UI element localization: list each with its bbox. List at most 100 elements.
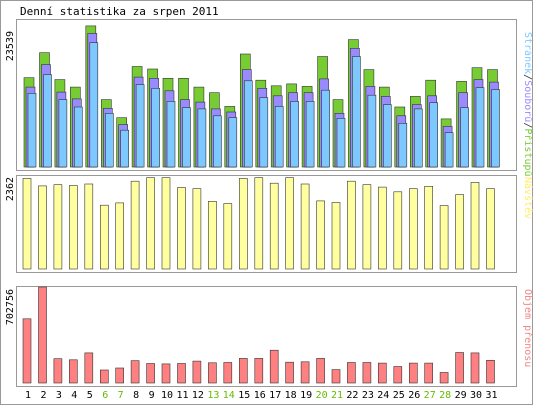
bar-transfer-day-30 bbox=[470, 352, 480, 384]
bar-visits-day-9 bbox=[146, 177, 155, 270]
bar-visits-day-7 bbox=[115, 202, 124, 270]
day-label-18: 18 bbox=[285, 390, 297, 401]
page-title: Denní statistika za srpen 2011 bbox=[20, 5, 219, 18]
bar-str-nek-day-5 bbox=[89, 42, 99, 168]
bar-transfer-day-1 bbox=[22, 318, 32, 384]
day-label-1: 1 bbox=[25, 390, 31, 401]
day-label-14: 14 bbox=[223, 390, 235, 401]
bar-visits-day-18 bbox=[285, 177, 294, 270]
bar-str-nek-day-18 bbox=[290, 101, 299, 168]
bar-transfer-day-21 bbox=[331, 369, 341, 384]
day-label-17: 17 bbox=[269, 390, 281, 401]
bar-str-nek-day-4 bbox=[74, 106, 83, 168]
day-label-4: 4 bbox=[71, 390, 77, 401]
bar-transfer-day-14 bbox=[223, 362, 233, 384]
bar-visits-day-11 bbox=[177, 187, 186, 270]
bar-str-nek-day-20 bbox=[321, 89, 330, 168]
bar-transfer-day-7 bbox=[115, 367, 124, 384]
bar-str-nek-day-17 bbox=[274, 106, 284, 168]
day-label-23: 23 bbox=[362, 390, 374, 401]
bar-visits-day-28 bbox=[439, 205, 449, 270]
bar-transfer-day-9 bbox=[146, 363, 155, 384]
bar-transfer-day-12 bbox=[192, 360, 202, 384]
bar-transfer-day-28 bbox=[439, 372, 449, 384]
bar-str-nek-day-2 bbox=[43, 74, 52, 168]
bar-transfer-day-16 bbox=[254, 358, 264, 384]
bar-transfer-day-24 bbox=[377, 362, 387, 384]
bar-visits-day-17 bbox=[269, 182, 279, 270]
bar-visits-day-21 bbox=[331, 202, 341, 270]
bar-visits-day-22 bbox=[347, 180, 356, 270]
bar-visits-day-26 bbox=[408, 188, 418, 270]
bar-transfer-day-31 bbox=[486, 359, 495, 384]
bar-str-nek-day-12 bbox=[197, 108, 207, 168]
bar-transfer-day-13 bbox=[208, 362, 217, 384]
bar-visits-day-15 bbox=[239, 178, 248, 270]
day-label-31: 31 bbox=[485, 390, 497, 401]
bar-str-nek-day-26 bbox=[413, 108, 423, 168]
day-label-20: 20 bbox=[316, 390, 328, 401]
bar-visits-day-31 bbox=[486, 188, 495, 270]
bar-visits-day-5 bbox=[84, 183, 94, 270]
bar-str-nek-day-10 bbox=[166, 101, 176, 168]
bar-str-nek-day-9 bbox=[151, 88, 160, 168]
bar-str-nek-day-3 bbox=[58, 99, 68, 168]
bar-visits-day-16 bbox=[254, 177, 264, 270]
bar-str-nek-day-24 bbox=[382, 104, 392, 168]
visits-legend-item: Návštěv bbox=[522, 177, 533, 219]
bar-transfer-day-22 bbox=[347, 362, 356, 384]
transfer-panel-border bbox=[16, 286, 517, 387]
bar-visits-day-20 bbox=[316, 200, 325, 270]
bar-transfer-day-8 bbox=[130, 360, 140, 384]
bar-transfer-day-15 bbox=[239, 358, 248, 384]
day-label-3: 3 bbox=[56, 390, 62, 401]
bar-visits-day-29 bbox=[455, 194, 464, 270]
bar-transfer-day-19 bbox=[300, 361, 310, 384]
visits-panel-border bbox=[16, 175, 517, 273]
bar-visits-day-13 bbox=[208, 201, 217, 270]
visits-ymax-label: 2362 bbox=[5, 177, 16, 201]
bar-visits-day-23 bbox=[362, 184, 372, 270]
day-label-26: 26 bbox=[408, 390, 420, 401]
bar-transfer-day-20 bbox=[316, 358, 325, 384]
bars-layer bbox=[22, 25, 500, 384]
bar-str-nek-day-15 bbox=[244, 80, 253, 168]
bar-str-nek-day-30 bbox=[475, 87, 485, 168]
day-label-13: 13 bbox=[207, 390, 219, 401]
bar-visits-day-19 bbox=[300, 183, 310, 270]
traffic-ymax-label: 23539 bbox=[5, 31, 16, 61]
bar-visits-day-1 bbox=[22, 178, 32, 270]
bar-transfer-day-6 bbox=[100, 369, 109, 384]
bar-transfer-day-3 bbox=[53, 358, 63, 384]
bar-transfer-day-29 bbox=[455, 352, 464, 384]
bar-str-nek-day-13 bbox=[213, 115, 222, 168]
bar-visits-day-3 bbox=[53, 184, 63, 270]
day-label-28: 28 bbox=[439, 390, 451, 401]
day-label-30: 30 bbox=[470, 390, 482, 401]
bar-transfer-day-23 bbox=[362, 362, 372, 384]
bar-visits-day-2 bbox=[38, 185, 47, 270]
day-label-6: 6 bbox=[102, 390, 108, 401]
bar-visits-day-14 bbox=[223, 203, 233, 270]
traffic-legend-item: Přístupů bbox=[522, 128, 533, 176]
bar-str-nek-day-25 bbox=[398, 123, 408, 168]
bar-str-nek-day-29 bbox=[460, 107, 469, 168]
day-label-24: 24 bbox=[377, 390, 389, 401]
bar-visits-day-27 bbox=[424, 186, 434, 270]
day-label-5: 5 bbox=[87, 390, 93, 401]
bar-visits-day-12 bbox=[192, 188, 202, 270]
bar-str-nek-day-21 bbox=[336, 118, 346, 168]
bar-str-nek-day-11 bbox=[182, 107, 191, 168]
bar-str-nek-day-6 bbox=[105, 113, 114, 168]
day-label-25: 25 bbox=[393, 390, 405, 401]
bar-str-nek-day-7 bbox=[120, 129, 129, 168]
day-label-10: 10 bbox=[161, 390, 173, 401]
transfer-legend: Objem přenosu bbox=[522, 289, 533, 367]
traffic-panel-border bbox=[16, 19, 517, 171]
traffic-legend-item: Souborů bbox=[522, 80, 533, 122]
bar-str-nek-day-19 bbox=[305, 101, 315, 168]
day-label-11: 11 bbox=[176, 390, 188, 401]
day-label-9: 9 bbox=[149, 390, 155, 401]
bar-visits-day-10 bbox=[161, 177, 171, 270]
